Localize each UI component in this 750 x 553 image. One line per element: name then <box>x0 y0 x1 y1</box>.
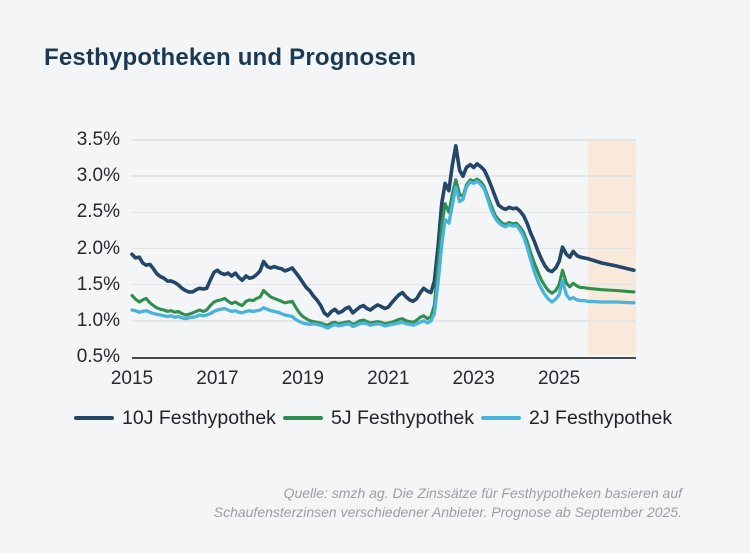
x-tick-label: 2019 <box>281 368 324 389</box>
source-note-line-2: Schaufensterzinsen verschiedener Anbiete… <box>213 503 682 520</box>
y-tick-label: 2.0% <box>76 237 120 259</box>
chart-legend: 10J Festhypothek 5J Festhypothek 2J Fest… <box>74 403 686 433</box>
legend-swatch-10j-line <box>74 416 114 420</box>
gridline <box>132 283 636 286</box>
legend-swatch-2j-line <box>481 416 522 420</box>
series-line-10j-festhypothek <box>130 143 636 318</box>
legend-label-5j: 5J Festhypothek <box>330 406 475 429</box>
x-tick-label: 2021 <box>367 368 410 389</box>
legend-swatch-5j-line <box>282 416 323 420</box>
legend-item-10j: 10J Festhypothek <box>74 407 283 430</box>
x-tick-label: 2023 <box>452 368 495 389</box>
y-tick-label: 2.5% <box>76 201 120 223</box>
line-chart-svg <box>130 143 636 330</box>
plot-area <box>130 125 636 359</box>
chart-title: Festhypotheken und Prognosen <box>44 44 417 71</box>
y-tick-label: 1.5% <box>76 273 120 295</box>
y-tick-label: 3.0% <box>76 165 120 187</box>
series-line-2j-festhypothek <box>130 179 636 330</box>
gridline <box>132 139 636 141</box>
source-note: Quelle: smzh ag. Die Zinssätze für Festh… <box>214 484 682 522</box>
x-tick-label: 2015 <box>110 368 154 389</box>
gridline <box>132 175 636 177</box>
gridline <box>132 247 636 250</box>
legend-label-2j: 2J Festhypothek <box>529 406 673 429</box>
source-note-line-1: Quelle: smzh ag. Die Zinssätze für Festh… <box>283 485 682 501</box>
gridline <box>132 320 636 322</box>
y-tick-label: 1.0% <box>76 309 120 331</box>
forecast-band <box>587 139 636 355</box>
x-tick-label: 2025 <box>537 368 581 389</box>
x-tick-label: 2017 <box>196 368 239 389</box>
legend-label-10j: 10J Festhypothek <box>122 406 276 429</box>
gridline <box>132 211 636 214</box>
legend-item-2j: 2J Festhypothek <box>481 407 679 430</box>
y-tick-label: 0.5% <box>76 346 120 367</box>
legend-item-5j: 5J Festhypothek <box>282 406 481 430</box>
y-tick-label: 3.5% <box>76 129 120 150</box>
series-line-5j-festhypothek <box>130 177 636 327</box>
